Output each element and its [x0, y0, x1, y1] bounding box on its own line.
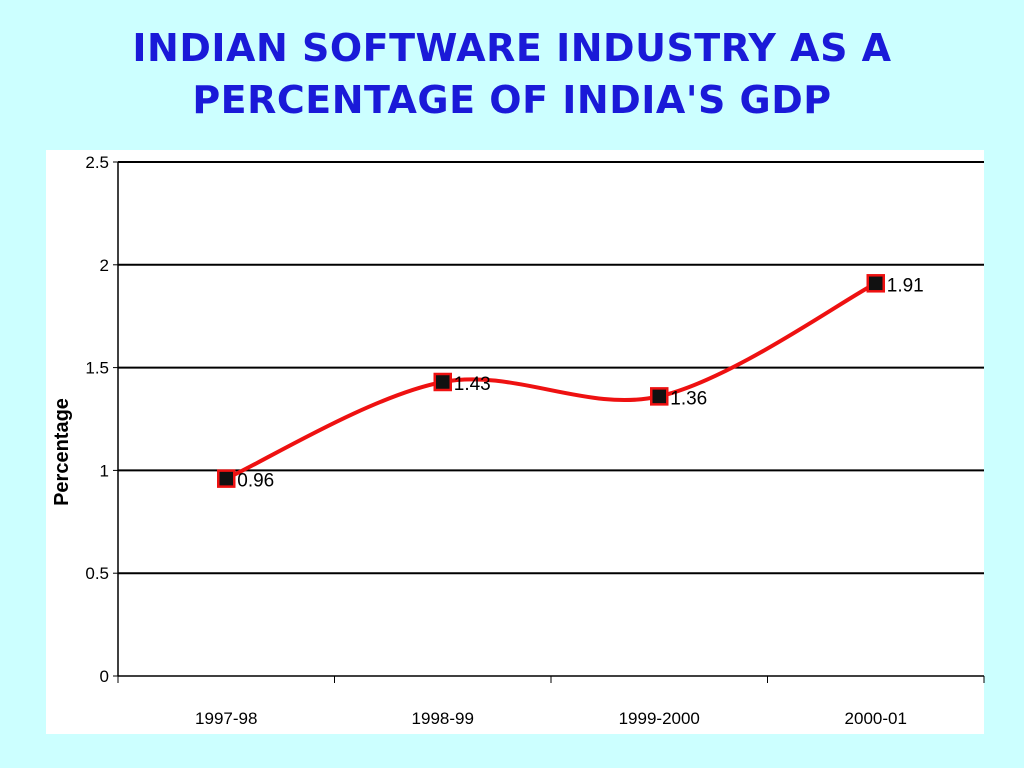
- page-title: INDIAN SOFTWARE INDUSTRY AS A PERCENTAGE…: [0, 22, 1024, 126]
- data-label: 0.96: [237, 471, 274, 492]
- data-label: 1.43: [454, 374, 491, 395]
- x-tick-label: 2000-01: [845, 709, 907, 728]
- data-point-marker: [650, 387, 669, 406]
- x-tick-label: 1998-99: [412, 709, 474, 728]
- labels: 0 0.5 1 1.5 2 2.5 1997-98 1998-99 1999-2000 2000-…: [85, 153, 923, 728]
- y-tick-label: 0: [100, 667, 109, 686]
- x-tick-label: 1997-98: [195, 709, 257, 728]
- y-tick-label: 2: [100, 256, 109, 275]
- y-axis-label: Percentage: [51, 398, 73, 506]
- title-line-2: PERCENTAGE OF INDIA'S GDP: [192, 78, 832, 122]
- series-line: [225, 281, 877, 481]
- chart-area: [46, 150, 984, 734]
- y-tick-label: 1: [100, 461, 109, 480]
- series: [217, 274, 885, 488]
- data-point-marker: [866, 274, 885, 293]
- data-point-marker: [433, 372, 452, 392]
- y-tick-label: 2.5: [85, 153, 109, 172]
- gridlines: [118, 161, 984, 575]
- axes: [113, 161, 985, 683]
- title-line-1: INDIAN SOFTWARE INDUSTRY AS A: [132, 26, 892, 70]
- data-label: 1.91: [887, 275, 924, 296]
- data-label: 1.36: [670, 388, 707, 409]
- x-tick-label: 1999-2000: [619, 709, 700, 728]
- y-tick-label: 0.5: [85, 564, 109, 583]
- y-tick-label: 1.5: [85, 359, 109, 378]
- data-point-marker: [217, 469, 236, 488]
